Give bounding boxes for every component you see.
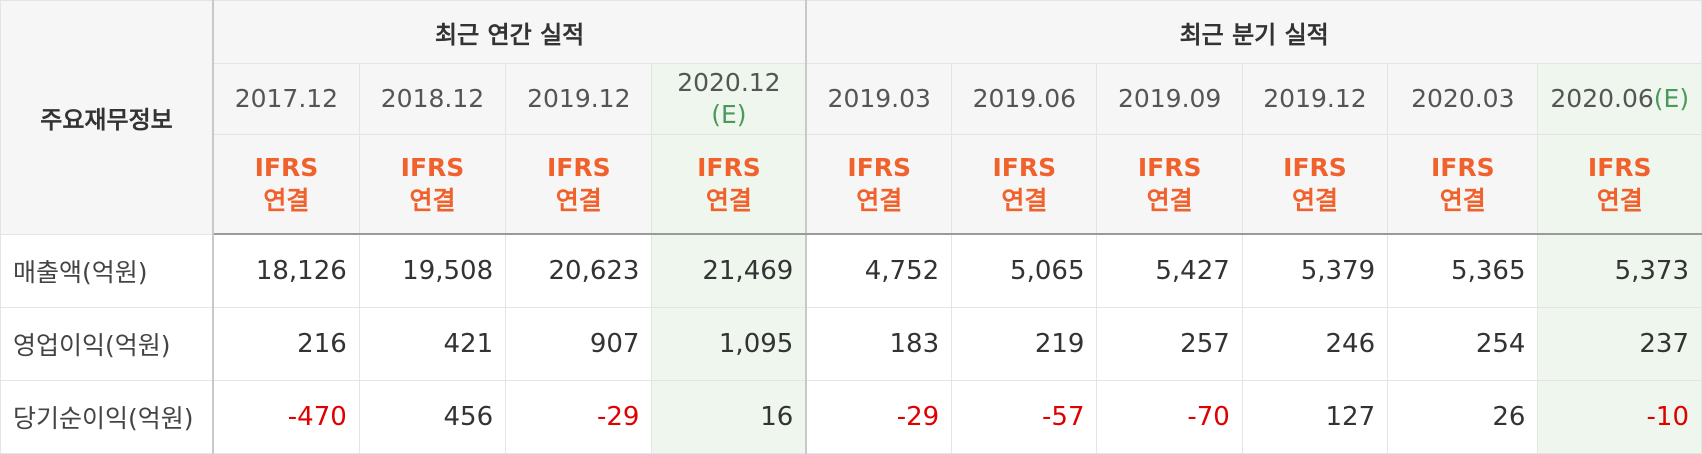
accounting-basis: IFRS 연결 [505, 134, 653, 235]
value-cell: 4,752 [805, 233, 953, 308]
period-header: 2020.03 [1387, 63, 1539, 135]
value-cell: -29 [805, 380, 953, 454]
value-cell: 5,373 [1537, 233, 1702, 308]
value-cell: 237 [1537, 307, 1702, 381]
value-cell: 26 [1387, 380, 1539, 454]
accounting-basis: IFRS 연결 [358, 134, 507, 235]
value-cell: 5,365 [1387, 233, 1539, 308]
estimate-marker: (E) [1653, 84, 1690, 113]
value-cell: 20,623 [505, 233, 653, 308]
accounting-basis: IFRS 연결 [1241, 134, 1389, 235]
table-row: 당기순이익(억원) -470 456 -29 16 -29 -57 -70 12… [0, 380, 1702, 454]
value-cell: 127 [1241, 380, 1389, 454]
table-row: 영업이익(억원) 216 421 907 1,095 183 219 257 2… [0, 307, 1702, 381]
value-cell: -57 [951, 380, 1098, 454]
accounting-basis: IFRS 연결 [651, 134, 808, 235]
accounting-basis: IFRS 연결 [951, 134, 1098, 235]
value-cell: 254 [1387, 307, 1539, 381]
value-cell: -29 [505, 380, 653, 454]
accounting-basis: IFRS 연결 [212, 134, 360, 235]
value-cell: 246 [1241, 307, 1389, 381]
value-cell: 183 [805, 307, 953, 381]
value-cell: 907 [505, 307, 653, 381]
period-header: 2019.09 [1096, 63, 1243, 135]
value-cell: -10 [1537, 380, 1702, 454]
accounting-basis: IFRS 연결 [1537, 134, 1702, 235]
row-label-operating-profit: 영업이익(억원) [0, 307, 214, 381]
value-cell: 421 [358, 307, 507, 381]
annual-group-header: 최근 연간 실적 [212, 0, 808, 64]
period-header-estimate: 2020.12 (E) [651, 63, 808, 135]
accounting-basis: IFRS 연결 [1096, 134, 1243, 235]
quarterly-group-header: 최근 분기 실적 [805, 0, 1702, 64]
value-cell: 5,427 [1096, 233, 1243, 308]
corner-header: 주요재무정보 [0, 0, 214, 235]
value-cell: 456 [358, 380, 507, 454]
row-label-net-income: 당기순이익(억원) [0, 380, 214, 454]
table-row: 매출액(억원) 18,126 19,508 20,623 21,469 4,75… [0, 233, 1702, 308]
value-cell: -470 [212, 380, 360, 454]
value-cell: 219 [951, 307, 1098, 381]
period-header: 2019.12 [1241, 63, 1389, 135]
value-cell: 1,095 [651, 307, 808, 381]
value-cell: -70 [1096, 380, 1243, 454]
estimate-marker: (E) [711, 100, 747, 129]
row-label-revenue: 매출액(억원) [0, 233, 214, 308]
value-cell: 5,379 [1241, 233, 1389, 308]
value-cell: 21,469 [651, 233, 808, 308]
accounting-basis: IFRS 연결 [805, 134, 953, 235]
value-cell: 5,065 [951, 233, 1098, 308]
value-cell: 216 [212, 307, 360, 381]
value-cell: 16 [651, 380, 808, 454]
period-header-estimate: 2020.06(E) [1537, 63, 1702, 135]
value-cell: 257 [1096, 307, 1243, 381]
period-header: 2019.06 [951, 63, 1098, 135]
accounting-basis: IFRS 연결 [1387, 134, 1539, 235]
period-header: 2019.03 [805, 63, 953, 135]
period-header: 2018.12 [358, 63, 507, 135]
period-header: 2019.12 [505, 63, 653, 135]
value-cell: 18,126 [212, 233, 360, 308]
period-header: 2017.12 [212, 63, 360, 135]
value-cell: 19,508 [358, 233, 507, 308]
